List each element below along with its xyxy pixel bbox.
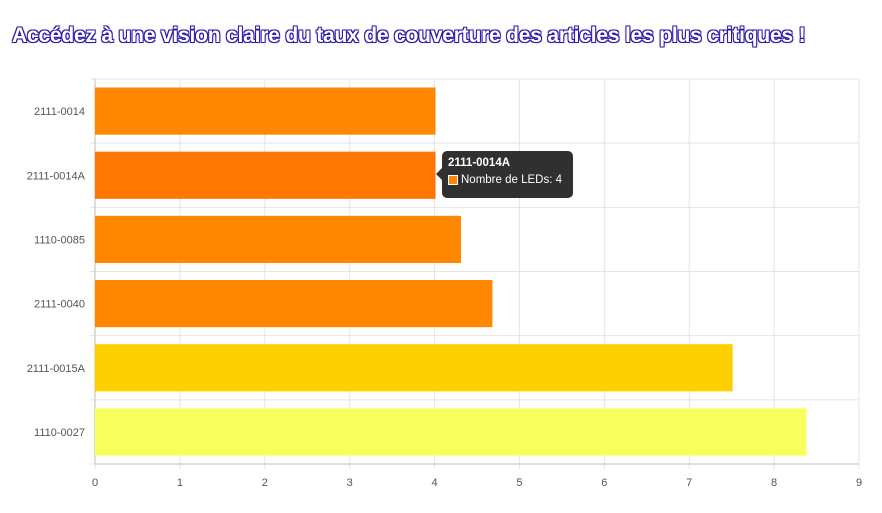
y-tick-label-2111-0015A: 2111-0015A [27, 363, 86, 375]
bar-2111-0014[interactable] [95, 87, 436, 135]
tooltip-color-swatch [448, 175, 458, 185]
page-title: Accédez à une vision claire du taux de c… [12, 24, 806, 47]
y-tick-label-2111-0040: 2111-0040 [34, 299, 85, 311]
y-tick-label-2111-0014: 2111-0014 [34, 106, 85, 118]
y-tick-label-1110-0027: 1110-0027 [34, 427, 85, 439]
x-axis-labels: 0 1 2 3 4 5 6 7 8 9 [92, 477, 862, 489]
x-tick-label-8: 8 [771, 477, 777, 489]
bar-1110-0027[interactable] [95, 408, 807, 456]
x-tick-label-6: 6 [601, 477, 607, 489]
tooltip-title: 2111-0014A [448, 157, 511, 169]
bar-2111-0014A[interactable] [95, 151, 436, 199]
x-tick-label-9: 9 [856, 477, 862, 489]
tooltip-label: Nombre de LEDs: 4 [461, 174, 562, 186]
bar-1110-0085[interactable] [95, 215, 462, 264]
y-axis-labels: 2111-0014 2111-0014A 1110-0085 2111-0040 211… [27, 106, 86, 439]
chart-bars [95, 87, 807, 456]
bar-2111-0015A[interactable] [95, 344, 733, 392]
y-tick-label-1110-0085: 1110-0085 [34, 234, 85, 246]
chart-tooltip: 2111-0014A Nombre de LEDs: 4 [436, 151, 573, 198]
x-tick-label-5: 5 [516, 477, 522, 489]
x-tick-label-7: 7 [686, 477, 692, 489]
tooltip-row: Nombre de LEDs: 4 [448, 174, 567, 186]
x-tick-label-4: 4 [431, 477, 437, 489]
chart-grid [90, 78, 860, 469]
x-tick-label-0: 0 [92, 477, 98, 489]
y-tick-label-2111-0014A: 2111-0014A [27, 170, 86, 182]
x-tick-label-3: 3 [347, 477, 353, 489]
x-tick-label-1: 1 [177, 477, 183, 489]
bar-2111-0040[interactable] [95, 279, 493, 328]
x-tick-label-2: 2 [262, 477, 268, 489]
